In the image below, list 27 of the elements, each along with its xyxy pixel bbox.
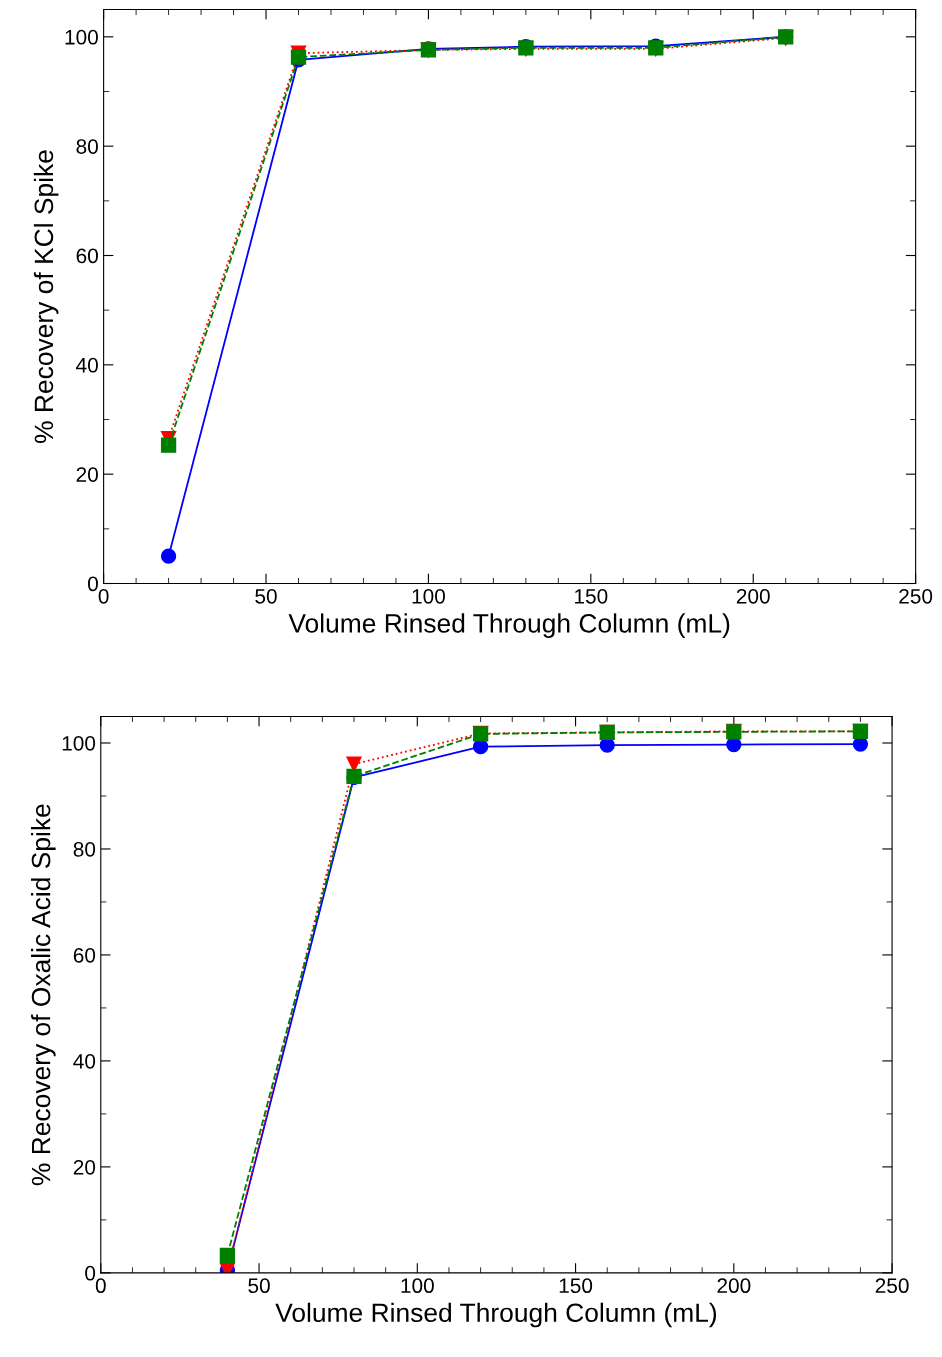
y-axis-title: % Recovery of KCl Spike (33, 150, 59, 443)
x-axis-title: Volume Rinsed Through Column (mL) (288, 613, 730, 638)
x-tick-label: 200 (717, 1278, 751, 1294)
y-tick-label: 0 (85, 1265, 96, 1281)
x-tick-label: 100 (401, 1278, 434, 1294)
x-tick-label: 150 (559, 1278, 593, 1294)
y-tick-label: 100 (62, 735, 96, 751)
y-tick-label: 20 (73, 1159, 96, 1175)
y-tick-label: 0 (87, 576, 98, 592)
y-tick-label: 60 (76, 248, 98, 264)
x-tick-label: 250 (899, 588, 933, 604)
x-tick-label: 200 (736, 588, 770, 604)
y-tick-label: 20 (76, 467, 98, 482)
x-tick-label: 100 (412, 588, 445, 604)
y-tick-label: 40 (76, 357, 98, 373)
x-tick-label: 50 (255, 588, 277, 604)
y-tick-label: 40 (73, 1053, 96, 1069)
y-tick-label: 60 (73, 947, 96, 963)
x-tick-label: 50 (248, 1278, 270, 1294)
y-axis-title: % Recovery of Oxalic Acid Spike (31, 804, 56, 1186)
x-tick-label: 0 (98, 588, 109, 604)
x-axis-title: Volume Rinsed Through Column (mL) (275, 1302, 717, 1328)
x-tick-label: 150 (575, 588, 608, 604)
x-tick-label: 250 (875, 1278, 909, 1294)
y-tick-label: 80 (76, 139, 98, 154)
y-tick-label: 80 (73, 841, 96, 857)
y-tick-label: 100 (65, 29, 98, 45)
